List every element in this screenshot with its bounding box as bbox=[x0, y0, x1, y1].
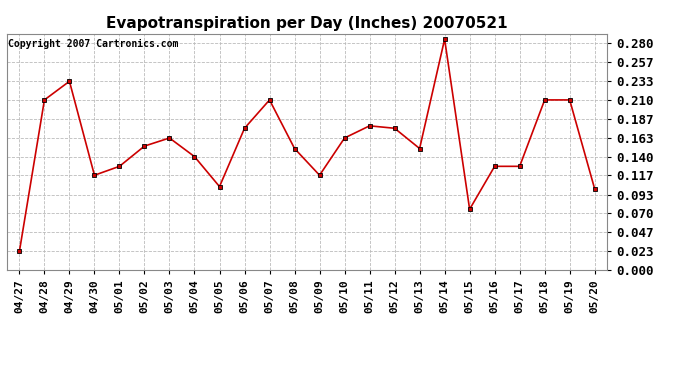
Title: Evapotranspiration per Day (Inches) 20070521: Evapotranspiration per Day (Inches) 2007… bbox=[106, 16, 508, 31]
Text: Copyright 2007 Cartronics.com: Copyright 2007 Cartronics.com bbox=[8, 39, 179, 48]
